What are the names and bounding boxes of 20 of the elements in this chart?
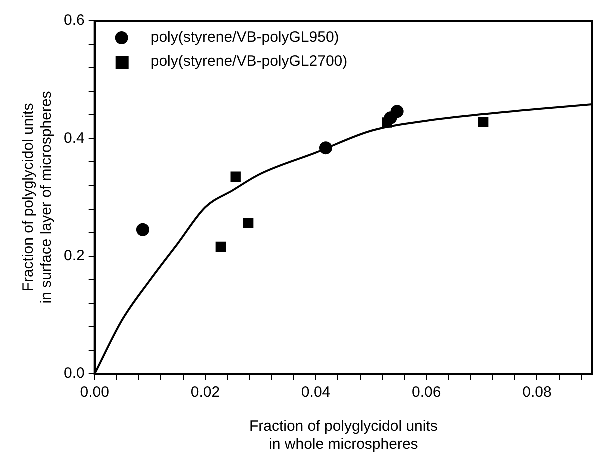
y-tick-label: 0.6	[64, 12, 85, 30]
x-tick-label: 0.02	[190, 384, 220, 402]
point	[243, 218, 254, 228]
point	[136, 223, 150, 236]
y-tick-label: 0.2	[64, 247, 85, 264]
point	[319, 142, 332, 155]
x-tick-label: 0.00	[80, 384, 110, 402]
point	[390, 105, 404, 118]
x-tick-label: 0.06	[412, 384, 442, 402]
x-tick-label: 0.08	[522, 384, 552, 402]
y-tick-label: 0.0	[64, 365, 85, 382]
point	[230, 172, 241, 182]
point	[216, 242, 226, 252]
x-tick-label: 0.04	[301, 384, 331, 402]
y-tick-label: 0.4	[64, 130, 85, 147]
y-axis-title: Fraction of polyglycidol units in surface layer of microspheres	[20, 91, 56, 304]
legend-label: poly(styrene/VB-polyGL2700)	[150, 53, 348, 70]
point	[478, 117, 489, 128]
legend-label: poly(styrene/VB-polyGL950)	[150, 29, 340, 46]
x-axis-title: Fraction of polyglycidol units in whole microspheres	[249, 418, 438, 454]
